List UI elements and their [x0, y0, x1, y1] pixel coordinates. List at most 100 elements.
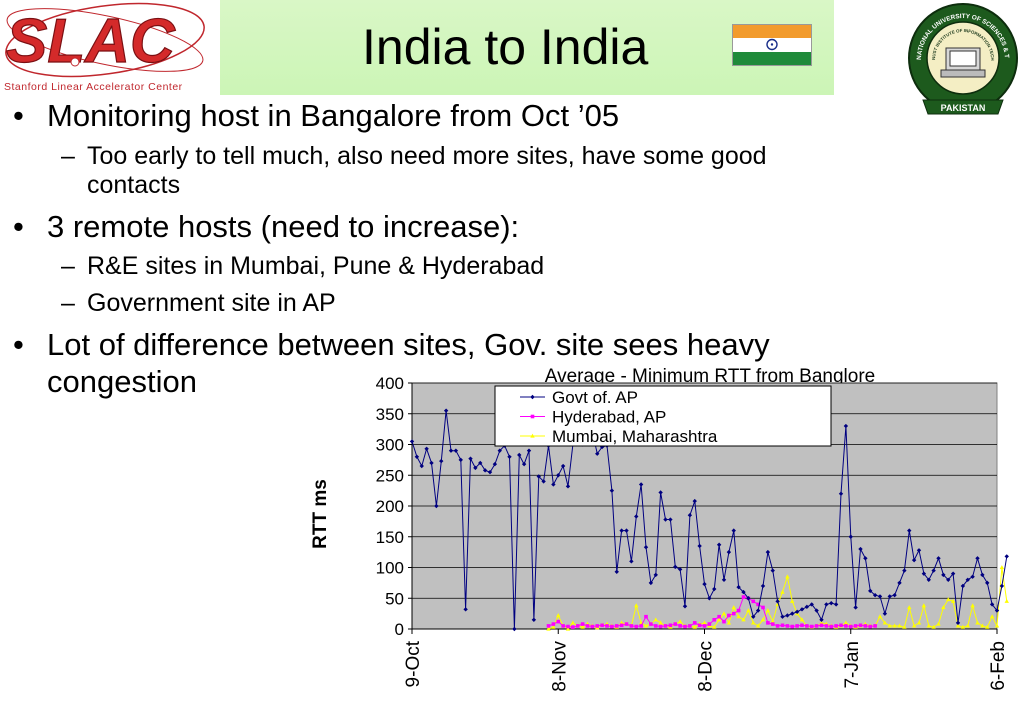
data-point	[843, 423, 849, 429]
sub-bullet-2-1: – R&E sites in Mumbai, Pune & Hyderabad	[61, 252, 545, 281]
data-point	[775, 599, 780, 604]
data-point	[941, 572, 946, 578]
y-axis-label: RTT ms	[310, 479, 331, 549]
data-point	[653, 572, 658, 578]
data-point	[765, 549, 771, 555]
data-point	[873, 624, 877, 628]
flag-band-saffron	[733, 25, 811, 39]
data-point	[770, 622, 775, 626]
data-point	[892, 623, 897, 628]
data-point	[624, 528, 629, 533]
data-point	[610, 624, 614, 629]
data-point	[707, 622, 712, 626]
data-point	[941, 605, 946, 610]
data-point	[546, 626, 551, 631]
data-point	[716, 542, 722, 547]
sub-bullet-1-1-text: Too early to tell much, also need more s…	[87, 142, 767, 170]
bullet-dot-icon: •	[13, 327, 24, 362]
data-point	[751, 620, 756, 625]
data-point	[414, 454, 420, 459]
data-point	[755, 623, 761, 628]
data-point	[833, 602, 839, 607]
data-point	[775, 624, 780, 628]
data-point	[429, 460, 434, 466]
legend-label: Hyderabad, AP	[552, 408, 666, 427]
data-point	[530, 433, 535, 438]
legend-entry: Govt of. AP	[520, 388, 638, 407]
data-point	[448, 448, 454, 453]
legend-entry: Mumbai, Maharashtra	[520, 427, 718, 446]
data-point	[985, 580, 990, 586]
y-tick-label: 150	[376, 528, 404, 547]
data-point	[911, 557, 917, 563]
data-point	[780, 589, 785, 594]
data-point	[946, 597, 951, 602]
data-point	[863, 624, 868, 628]
data-point	[809, 624, 814, 629]
data-point	[721, 577, 727, 582]
data-point	[897, 580, 902, 586]
data-point	[756, 602, 760, 607]
data-point	[507, 454, 512, 459]
flag-band-green	[733, 51, 811, 65]
data-point	[668, 623, 673, 628]
data-point	[970, 574, 975, 579]
data-point	[731, 611, 736, 616]
series-hyderabad-ap	[546, 595, 877, 629]
data-point	[727, 613, 731, 618]
bullet-3-text: Lot of difference between sites, Gov. si…	[47, 327, 770, 362]
data-point	[839, 623, 843, 628]
data-point	[434, 503, 439, 509]
data-point	[741, 589, 746, 595]
data-point	[595, 451, 600, 456]
data-point	[692, 624, 697, 629]
data-point	[482, 468, 488, 473]
data-point	[834, 624, 838, 628]
data-point	[799, 607, 805, 612]
dash-icon: –	[61, 142, 75, 170]
data-point	[624, 622, 629, 626]
data-point	[853, 624, 858, 628]
data-point	[512, 626, 517, 632]
data-point	[799, 617, 805, 622]
sub-bullet-2-1-text: R&E sites in Mumbai, Pune & Hyderabad	[87, 252, 545, 280]
data-point	[931, 624, 936, 629]
data-point	[687, 513, 693, 518]
data-point	[790, 598, 795, 603]
data-point	[668, 517, 673, 522]
data-point	[439, 458, 444, 464]
data-point	[541, 479, 546, 484]
data-point	[536, 474, 541, 479]
data-point	[887, 594, 892, 599]
data-point	[424, 446, 429, 452]
data-point	[926, 623, 931, 628]
data-point	[531, 617, 537, 622]
legend-label: Govt of. AP	[552, 388, 638, 407]
data-point	[551, 624, 556, 629]
sub-bullet-1-1-cont: contacts	[87, 171, 180, 200]
data-point	[746, 608, 751, 613]
data-point	[960, 624, 966, 629]
data-point	[648, 580, 654, 586]
data-point	[780, 623, 785, 628]
series-lines	[409, 408, 1009, 632]
data-point	[989, 602, 995, 607]
data-point	[848, 534, 853, 539]
data-point	[804, 604, 810, 610]
data-point	[565, 484, 571, 489]
chakra-icon	[766, 39, 778, 51]
slac-logo: SLAC Stanford Linear Accelerator Center	[4, 2, 205, 93]
data-point	[644, 614, 648, 619]
data-point	[521, 461, 527, 467]
data-point	[497, 448, 502, 453]
data-point	[478, 460, 483, 466]
data-point	[619, 623, 624, 628]
data-point	[629, 559, 634, 564]
data-point	[819, 617, 824, 622]
sub-bullet-1-1: – Too early to tell much, also need more…	[61, 142, 767, 171]
data-point	[794, 609, 800, 614]
data-point	[473, 465, 478, 471]
data-point	[897, 623, 902, 628]
data-point	[643, 623, 649, 628]
data-point	[453, 448, 459, 453]
